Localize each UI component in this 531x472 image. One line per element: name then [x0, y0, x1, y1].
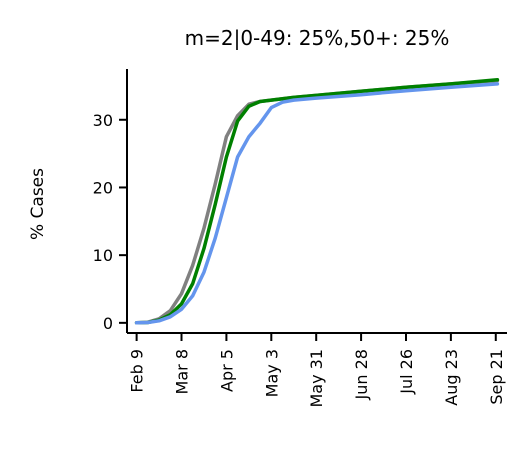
y-axis: 0 10 20 30 [93, 111, 127, 333]
x-tick-label: Feb 9 [128, 349, 147, 393]
y-tick-label: 10 [93, 246, 113, 265]
x-tick-label: May 31 [307, 349, 326, 408]
x-tick-label: Jun 28 [352, 349, 371, 400]
x-tick-label: Sep 21 [487, 349, 506, 405]
x-tick-label: Apr 5 [217, 349, 236, 392]
y-axis-label: % Cases [28, 168, 48, 240]
x-tick-label: May 3 [262, 349, 281, 397]
plot-area [134, 78, 500, 325]
series-line-2 [134, 78, 500, 325]
x-tick-label: Aug 23 [442, 349, 461, 406]
chart-title: m=2|0-49: 25%,50+: 25% [185, 26, 450, 50]
x-axis: Feb 9 Mar 8 Apr 5 May 3 May 31 Jun 28 Jul 26 Au… [128, 333, 506, 408]
y-tick-label: 30 [93, 111, 113, 130]
y-tick-label: 0 [103, 314, 113, 333]
y-tick-label: 20 [93, 178, 113, 197]
x-tick-label: Mar 8 [173, 349, 192, 394]
x-tick-label: Jul 26 [397, 349, 416, 395]
series-line-3 [134, 82, 500, 325]
